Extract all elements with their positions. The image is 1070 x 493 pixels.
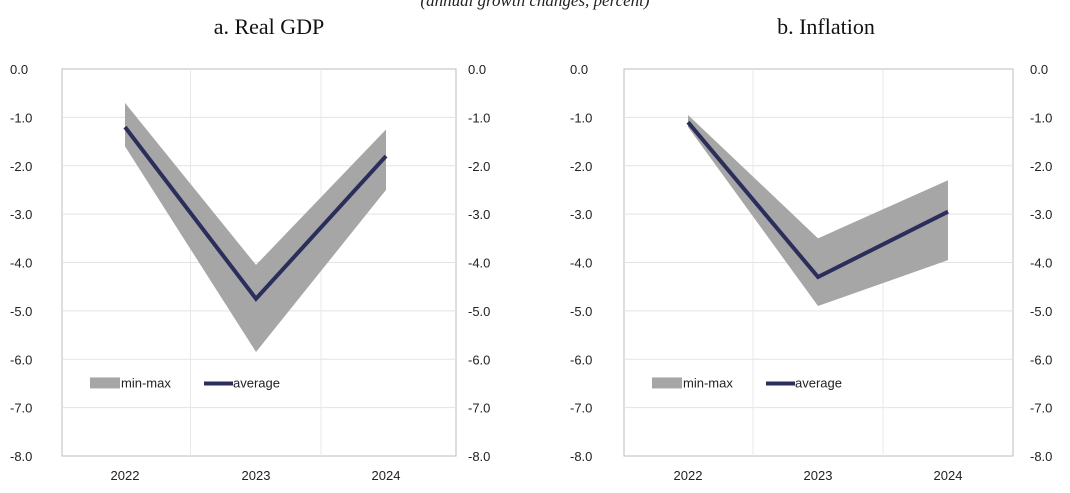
y-tick-label-right: -7.0: [1030, 401, 1052, 416]
y-tick-label-right: -3.0: [1030, 207, 1052, 222]
y-tick-label-right: 0.0: [1030, 62, 1048, 77]
y-tick-label-right: -7.0: [468, 401, 490, 416]
y-tick-label-left: 0.0: [10, 62, 28, 77]
y-tick-label-right: 0.0: [468, 62, 486, 77]
x-tick-label: 2022: [674, 468, 703, 483]
y-tick-label-right: -8.0: [468, 449, 490, 464]
y-tick-label-left: -1.0: [570, 110, 592, 125]
y-tick-label-right: -1.0: [468, 110, 490, 125]
x-tick-label: 2024: [372, 468, 401, 483]
x-tick-label: 2022: [111, 468, 140, 483]
y-tick-label-right: -8.0: [1030, 449, 1052, 464]
y-tick-label-left: -2.0: [10, 159, 32, 174]
y-tick-label-left: -5.0: [10, 304, 32, 319]
panel-title: a. Real GDP: [214, 14, 325, 39]
y-tick-label-right: -5.0: [468, 304, 490, 319]
y-tick-label-left: -8.0: [570, 449, 592, 464]
panel-title: b. Inflation: [777, 14, 875, 39]
y-tick-label-right: -3.0: [468, 207, 490, 222]
y-tick-label-left: 0.0: [570, 62, 588, 77]
x-tick-label: 2024: [934, 468, 963, 483]
y-tick-label-left: -3.0: [570, 207, 592, 222]
min-max-band: [125, 102, 386, 352]
y-tick-label-left: -8.0: [10, 449, 32, 464]
y-tick-label-left: -2.0: [570, 159, 592, 174]
y-tick-label-right: -6.0: [468, 352, 490, 367]
y-tick-label-right: -2.0: [1030, 159, 1052, 174]
chart-caption: (annual growth changes, percent): [420, 0, 650, 10]
y-tick-label-left: -4.0: [10, 256, 32, 271]
average-line: [123, 125, 388, 302]
panel-inflation: b. Inflation 0.0 0.0 -1.0 -1.0 -2.0 -2.0 -3.0 -…: [570, 14, 1052, 483]
y-tick-label-left: -4.0: [570, 256, 592, 271]
legend-swatch-min-max: [652, 377, 682, 389]
y-tick-label-left: -6.0: [10, 352, 32, 367]
y-tick-label-right: -6.0: [1030, 352, 1052, 367]
y-tick-label-right: -4.0: [468, 256, 490, 271]
legend-label-min-max: min-max: [121, 375, 171, 390]
legend-label-average: average: [795, 375, 842, 390]
legend-label-min-max: min-max: [683, 375, 733, 390]
y-tick-label-left: -6.0: [570, 352, 592, 367]
panel-real-gdp: a. Real GDP 0.0 0.0 -1.0 -1.0 -2.0 -2.0 -3.0 -3…: [10, 14, 490, 483]
y-tick-label-right: -4.0: [1030, 256, 1052, 271]
y-tick-label-left: -3.0: [10, 207, 32, 222]
y-tick-label-left: -7.0: [10, 401, 32, 416]
legend-swatch-min-max: [90, 377, 120, 389]
average-line: [686, 120, 949, 280]
y-tick-label-right: -1.0: [1030, 110, 1052, 125]
min-max-band: [688, 114, 948, 307]
x-tick-label: 2023: [242, 468, 271, 483]
y-tick-label-right: -5.0: [1030, 304, 1052, 319]
y-tick-label-left: -7.0: [570, 401, 592, 416]
y-tick-label-right: -2.0: [468, 159, 490, 174]
y-tick-label-left: -1.0: [10, 110, 32, 125]
y-tick-label-left: -5.0: [570, 304, 592, 319]
x-tick-label: 2023: [804, 468, 833, 483]
legend-label-average: average: [233, 375, 280, 390]
